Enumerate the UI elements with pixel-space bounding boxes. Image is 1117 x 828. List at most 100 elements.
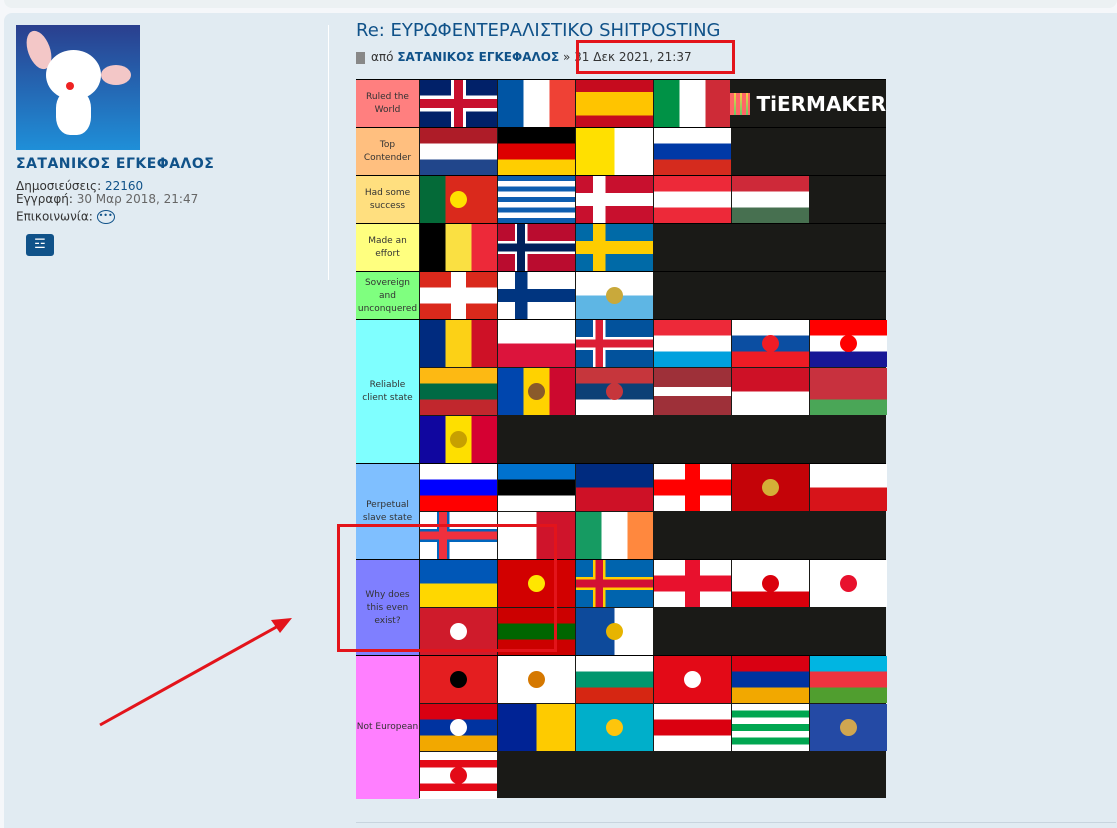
flag-romania-icon	[420, 320, 497, 367]
annotation-highlight-box	[337, 524, 557, 652]
flag-andorra-icon	[420, 416, 497, 463]
flag-latvia-icon	[654, 368, 731, 415]
flag-uk-icon	[420, 80, 497, 127]
flag-emblem-icon	[606, 623, 623, 640]
flag-azores-icon	[576, 608, 653, 655]
flag-belarus-icon	[810, 368, 887, 415]
flag-south-ossetia-icon	[654, 704, 731, 751]
flag-estonia-icon	[498, 464, 575, 511]
flag-emblem-icon	[606, 287, 623, 304]
flag-bosnia-icon	[498, 704, 575, 751]
post-document-icon[interactable]	[356, 51, 365, 64]
flag-luxembourg-icon	[654, 320, 731, 367]
flag-switzerland-icon	[420, 272, 497, 319]
post-date: 31 Δεκ 2021, 21:37	[574, 50, 692, 64]
tier-row: Had some success	[356, 175, 886, 224]
flag-emblem-icon	[450, 431, 467, 448]
tier-row: Why does this even exist?	[356, 559, 887, 656]
flag-germany-icon	[498, 128, 575, 175]
flag-emblem-icon	[606, 719, 623, 736]
tier-label: Not European	[356, 656, 419, 799]
joined-date: 30 Μαρ 2018, 21:47	[76, 192, 199, 206]
flag-denmark-icon	[576, 176, 653, 223]
flag-moldova-icon	[498, 368, 575, 415]
tier-row: Ruled the World TiERMAKER	[356, 79, 886, 128]
flag-georgia-icon	[654, 464, 731, 511]
contact-label: Επικοινωνία:	[16, 209, 93, 224]
flag-emblem-icon	[762, 575, 779, 592]
avatar[interactable]	[16, 25, 140, 150]
tier-label: Ruled the World	[356, 80, 419, 128]
tiermaker-logo-text: TiERMAKER	[756, 91, 886, 116]
flag-emblem-icon	[450, 623, 467, 640]
flag-emblem-icon	[528, 575, 545, 592]
flag-artsakh-icon	[420, 704, 497, 751]
tier-row: Made an effort	[356, 223, 886, 272]
tier-label: Had some success	[356, 176, 419, 224]
flag-spain-icon	[576, 80, 653, 127]
by-label: από	[371, 50, 394, 64]
tier-label: Made an effort	[356, 224, 419, 272]
flag-northern-cyprus-icon	[420, 752, 497, 799]
flag-armenia-icon	[732, 656, 809, 703]
flag-liechtenstein-icon	[576, 464, 653, 511]
flag-gibraltar-icon	[732, 560, 809, 607]
posts-count[interactable]: 22160	[104, 179, 144, 193]
tier-label: Reliable client state	[356, 320, 419, 464]
flag-croatia-icon	[810, 320, 887, 367]
flag-greece-icon	[498, 176, 575, 223]
flag-serbia-icon	[576, 368, 653, 415]
flag-slovakia-icon	[732, 320, 809, 367]
flag-emblem-icon	[606, 383, 623, 400]
post-title[interactable]: Re: ΕΥΡΩΦΕΝΤΕΡΑΛΙΣΤΙΚΟ SHITPOSTING	[356, 20, 721, 41]
flag-russia-icon	[654, 128, 731, 175]
post-bottom-divider	[356, 822, 1116, 823]
flag-finland-icon	[498, 272, 575, 319]
flag-czechia-icon	[810, 464, 887, 511]
posts-label: Δημοσιεύσεις:	[16, 179, 102, 193]
flag-lithuania-icon	[420, 368, 497, 415]
flag-turkey-icon	[654, 656, 731, 703]
post-meta: από ΣΑΤΑΝΙΚΟΣ ΕΓΚΕΦΑΛΟΣ » 31 Δεκ 2021, 2…	[356, 50, 692, 64]
flag-emblem-icon	[684, 671, 701, 688]
separator: »	[563, 50, 571, 64]
tier-row: Not European	[356, 655, 887, 799]
tier-label: Top Contender	[356, 128, 419, 176]
flag-malta-icon	[498, 512, 575, 559]
tier-row: Sovereign and unconquered	[356, 271, 886, 320]
flag-faroe-icon	[420, 512, 497, 559]
tier-list-image: Ruled the World TiERMAKER Top Contender Had…	[356, 79, 887, 799]
tier-label: Perpetual slave state	[356, 464, 419, 560]
post-author-link[interactable]: ΣΑΤΑΝΙΚΟΣ ΕΓΚΕΦΑΛΟΣ	[397, 50, 560, 64]
flag-emblem-icon	[840, 575, 857, 592]
annotation-date-box	[576, 40, 735, 74]
flag-vatican-icon	[576, 128, 653, 175]
flag-italy-icon	[654, 80, 731, 127]
flag-cyprus-icon	[498, 656, 575, 703]
flag-poland-icon	[498, 320, 575, 367]
flag-azerbaijan-icon	[810, 656, 887, 703]
post-profile: ΣΑΤΑΝΙΚΟΣ ΕΓΚΕΦΑΛΟΣ Δημοσιεύσεις: 22160 …	[16, 25, 316, 256]
tiermaker-dots-icon	[730, 92, 751, 115]
username-link[interactable]: ΣΑΤΑΝΙΚΟΣ ΕΓΚΕΦΑΛΟΣ	[16, 156, 215, 172]
tier-label: Sovereign and unconquered	[356, 272, 419, 320]
flag-emblem-icon	[450, 767, 467, 784]
flag-jersey-icon	[810, 560, 887, 607]
contact-card-icon[interactable]: ☲	[26, 234, 54, 256]
flag-emblem-icon	[450, 671, 467, 688]
flag-monaco-icon	[732, 368, 809, 415]
flag-emblem-icon	[528, 383, 545, 400]
flag-kazakhstan-icon	[576, 704, 653, 751]
flag-iceland-icon	[576, 320, 653, 367]
flag-abkhazia-icon	[732, 704, 809, 751]
flag-kosovo-icon	[810, 704, 887, 751]
tier-row: Perpetual slave state	[356, 463, 887, 560]
flag-isle-of-man-icon	[420, 608, 497, 655]
flag-france-icon	[498, 80, 575, 127]
contact-bubble-icon[interactable]: •••	[96, 210, 115, 224]
flag-ireland-icon	[576, 512, 653, 559]
joined-label: Εγγραφή:	[16, 192, 73, 206]
top-bar	[4, 0, 1117, 8]
profile-divider	[328, 25, 329, 280]
flag-austria-icon	[654, 176, 731, 223]
